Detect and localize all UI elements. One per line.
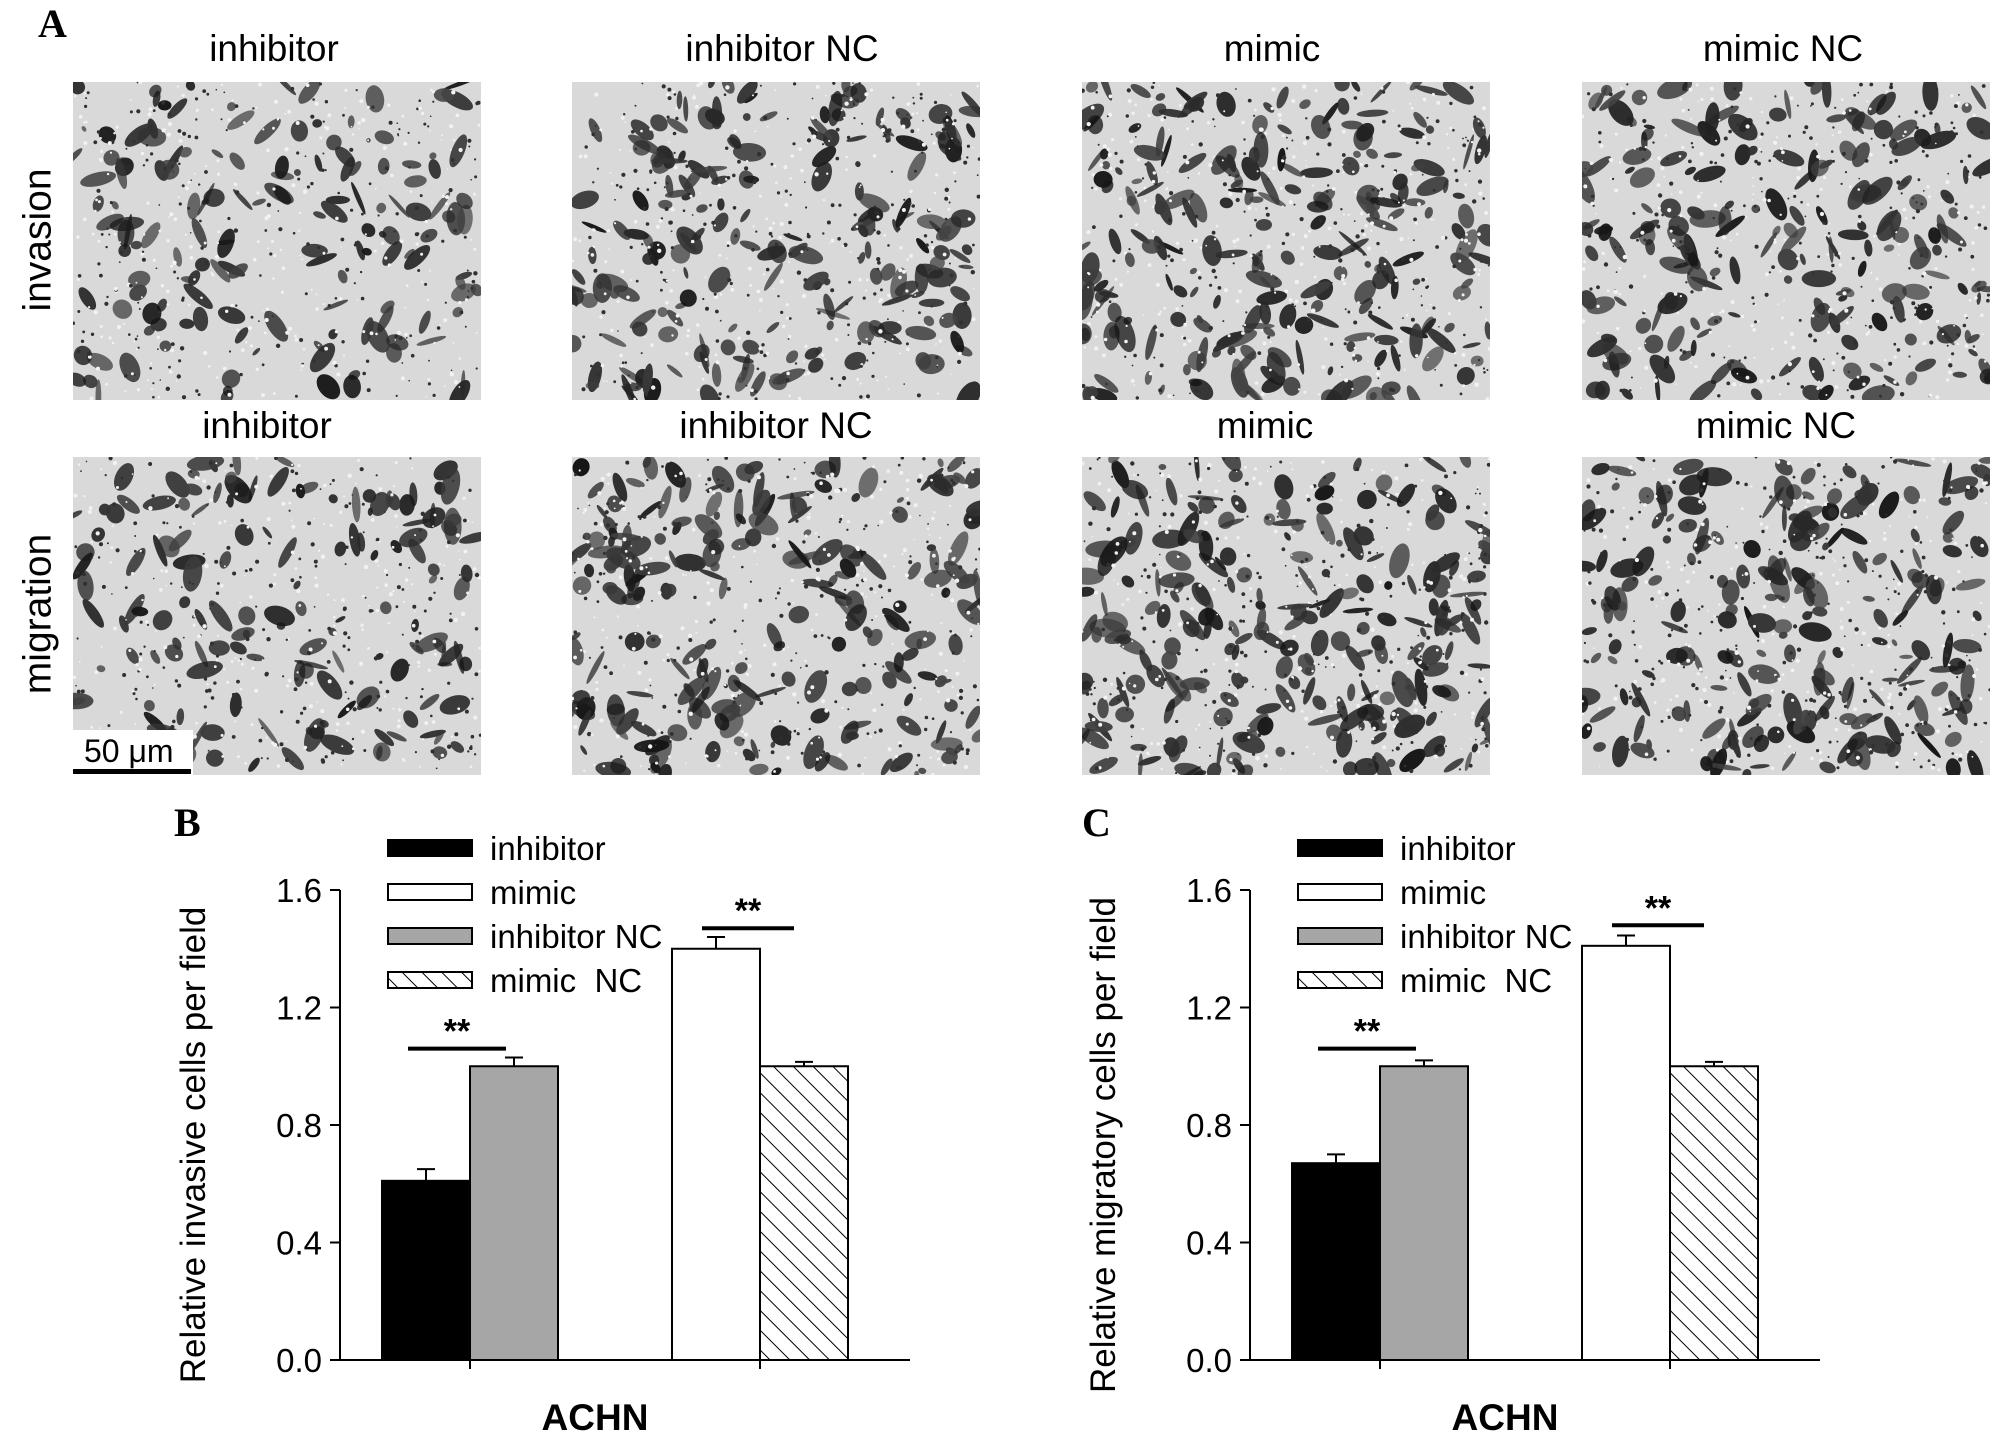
bar-inhibitor [1291, 1162, 1381, 1361]
scale-bar-background [73, 730, 193, 775]
micrograph-migration-inhibitor-nc [572, 457, 980, 775]
y-tick-label: 1.6 [276, 872, 322, 909]
legend-swatch [1297, 971, 1383, 989]
legend-swatch [1297, 839, 1383, 857]
row-label-invasion: invasion [16, 168, 60, 312]
bar-inhibitor-nc [469, 1065, 559, 1361]
micrograph-invasion-mimic [1082, 82, 1490, 400]
panel-a-letter: A [38, 1, 67, 46]
legend-label: mimic NC [490, 962, 642, 999]
significance-marker: ** [444, 1013, 471, 1051]
significance-marker: ** [735, 892, 762, 930]
y-tick-label: 0.0 [276, 1342, 322, 1379]
legend-swatch [387, 883, 473, 901]
significance-marker: ** [1645, 889, 1672, 927]
invasion-bar-chart: 0.0 0.4 0.8 1.2 1.6 ** ** inhibitor mimic inhibit… [174, 830, 910, 1438]
panel-b-letter: B [174, 800, 201, 845]
x-axis-label: ACHN [1452, 1397, 1559, 1438]
column-label-inhibitor-nc-top: inhibitor NC [685, 28, 879, 69]
y-tick-label: 0.0 [1186, 1342, 1232, 1379]
legend-label: mimic [1400, 874, 1486, 911]
bar-mimic-nc [759, 1065, 849, 1361]
migration-bar-chart: 0.0 0.4 0.8 1.2 1.6 ** ** inhibitor mimic inhibit… [1084, 830, 1820, 1438]
legend-label: inhibitor NC [1400, 918, 1572, 955]
micrograph-invasion-mimic-nc [1582, 82, 1990, 400]
y-tick-label: 1.2 [1186, 990, 1232, 1027]
column-label-mimic-nc-bottom: mimic NC [1695, 405, 1857, 446]
legend-swatch [1297, 927, 1383, 945]
y-tick-label: 1.6 [1186, 872, 1232, 909]
y-axis-label: Relative migratory cells per field [1084, 897, 1123, 1393]
micrograph-migration-mimic-nc [1582, 457, 1990, 775]
x-axis-label: ACHN [542, 1397, 649, 1438]
y-tick-label: 0.8 [276, 1107, 322, 1144]
y-axis-label: Relative invasive cells per field [174, 907, 213, 1384]
column-label-inhibitor-nc-bottom: inhibitor NC [679, 405, 873, 446]
y-tick-label: 0.8 [1186, 1107, 1232, 1144]
legend-label: mimic [490, 874, 576, 911]
column-label-mimic-bottom: mimic [1216, 405, 1314, 446]
legend-label: mimic NC [1400, 962, 1552, 999]
column-label-mimic-top: mimic [1223, 28, 1321, 69]
y-tick-label: 1.2 [276, 990, 322, 1027]
panel-c-letter: C [1082, 800, 1111, 845]
bar-mimic [671, 947, 761, 1361]
y-tick-label: 0.4 [276, 1225, 322, 1262]
bar-mimic-nc [1669, 1065, 1759, 1361]
column-label-mimic-nc-top: mimic NC [1702, 28, 1864, 69]
legend-swatch [387, 927, 473, 945]
scale-bar-label: 50 μm [84, 733, 174, 769]
legend-label: inhibitor NC [490, 918, 662, 955]
micrograph-migration-mimic [1082, 457, 1490, 775]
column-label-inhibitor-top: inhibitor [209, 28, 339, 69]
legend-label: inhibitor [490, 830, 606, 867]
micrograph-migration-inhibitor [73, 457, 481, 775]
legend-swatch [387, 839, 473, 857]
y-tick-label: 0.4 [1186, 1225, 1232, 1262]
micrograph-invasion-inhibitor-nc [572, 82, 980, 400]
legend-label: inhibitor [1400, 830, 1516, 867]
column-label-inhibitor-bottom: inhibitor [202, 405, 332, 446]
micrograph-invasion-inhibitor [73, 82, 481, 400]
bar-inhibitor [381, 1179, 471, 1361]
bar-inhibitor-nc [1379, 1065, 1469, 1361]
scale-bar-line [73, 769, 191, 774]
significance-marker: ** [1354, 1013, 1381, 1051]
legend-swatch [387, 971, 473, 989]
legend-swatch [1297, 883, 1383, 901]
bar-mimic [1581, 944, 1671, 1361]
row-label-migration: migration [16, 533, 60, 695]
